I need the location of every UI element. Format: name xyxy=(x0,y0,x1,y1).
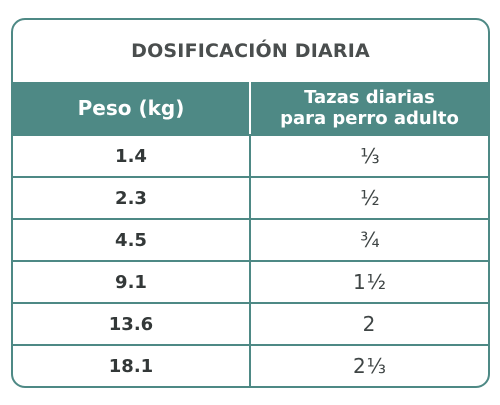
table-row: 4.5 ¾ xyxy=(13,218,488,260)
cups-whole: 2 xyxy=(353,354,366,378)
weight-cell: 4.5 xyxy=(13,220,251,260)
dosage-table-card: DOSIFICACIÓN DIARIA Peso (kg) Tazas diar… xyxy=(11,18,490,388)
cups-whole: 1 xyxy=(353,270,366,294)
weight-cell: 1.4 xyxy=(13,136,251,176)
header-cups: Tazas diarias para perro adulto xyxy=(251,82,488,134)
table-row: 2.3 ½ xyxy=(13,176,488,218)
table-row: 1.4 ⅓ xyxy=(13,134,488,176)
cups-fraction: ½ xyxy=(360,186,379,210)
cups-fraction: ¾ xyxy=(360,228,379,252)
table-header: Peso (kg) Tazas diarias para perro adult… xyxy=(13,82,488,134)
header-cups-line1: Tazas diarias xyxy=(304,87,435,108)
cups-fraction: ½ xyxy=(367,270,386,294)
cups-whole: 2 xyxy=(363,312,376,336)
table-title: DOSIFICACIÓN DIARIA xyxy=(13,20,488,82)
weight-cell: 18.1 xyxy=(13,346,251,386)
cups-cell: ¾ xyxy=(251,220,488,260)
weight-cell: 2.3 xyxy=(13,178,251,218)
weight-cell: 9.1 xyxy=(13,262,251,302)
header-cups-line2: para perro adulto xyxy=(280,108,459,129)
cups-cell: ⅓ xyxy=(251,136,488,176)
weight-cell: 13.6 xyxy=(13,304,251,344)
cups-cell: ½ xyxy=(251,178,488,218)
header-weight: Peso (kg) xyxy=(13,82,251,134)
cups-fraction: ⅓ xyxy=(367,354,386,378)
table-row: 13.6 2 xyxy=(13,302,488,344)
cups-fraction: ⅓ xyxy=(360,144,379,168)
cups-cell: 2 xyxy=(251,304,488,344)
